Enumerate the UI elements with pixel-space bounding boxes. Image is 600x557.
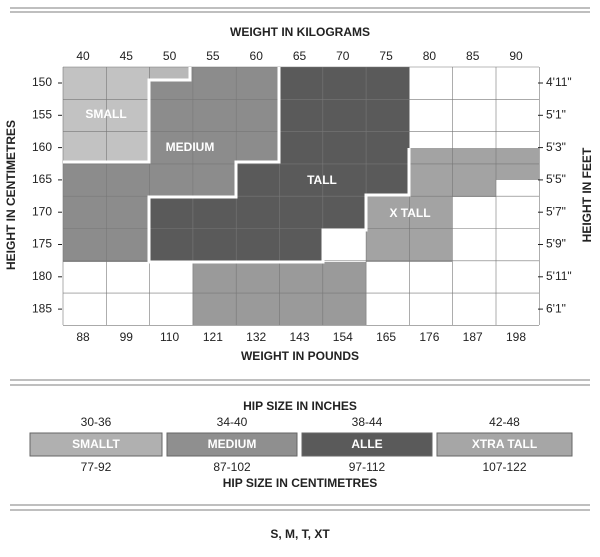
hip-cm: 77-92 bbox=[81, 460, 112, 474]
axis-title: WEIGHT IN POUNDS bbox=[241, 349, 359, 363]
axis-title: HEIGHT IN CENTIMETRES bbox=[4, 120, 18, 270]
kg-label: 80 bbox=[423, 49, 437, 63]
hip-cm: 87-102 bbox=[213, 460, 251, 474]
kg-label: 55 bbox=[206, 49, 220, 63]
hip-bar bbox=[166, 432, 298, 457]
cm-label: 180 bbox=[32, 269, 52, 283]
hip-inches: 34-40 bbox=[217, 415, 248, 429]
region-outline bbox=[63, 67, 411, 264]
cm-label: 160 bbox=[32, 140, 52, 154]
feet-label: 5'3" bbox=[546, 140, 566, 154]
region-label: X TALL bbox=[389, 206, 430, 220]
hip-title: HIP SIZE IN INCHES bbox=[243, 399, 357, 413]
kg-label: 65 bbox=[293, 49, 307, 63]
feet-label: 5'5" bbox=[546, 172, 566, 186]
lb-label: 154 bbox=[333, 330, 353, 344]
region-label: SMALL bbox=[85, 107, 126, 121]
cm-label: 185 bbox=[32, 301, 52, 315]
feet-label: 4'11" bbox=[546, 75, 572, 89]
lb-label: 99 bbox=[120, 330, 134, 344]
kg-label: 75 bbox=[379, 49, 393, 63]
feet-label: 6'1" bbox=[546, 301, 566, 315]
hip-size: MEDIUM bbox=[208, 437, 257, 451]
feet-label: 5'9" bbox=[546, 237, 566, 251]
hip-inches: 42-48 bbox=[489, 415, 520, 429]
kg-label: 85 bbox=[466, 49, 480, 63]
lb-label: 187 bbox=[463, 330, 483, 344]
lb-label: 176 bbox=[419, 330, 439, 344]
lb-label: 121 bbox=[203, 330, 223, 344]
lb-label: 143 bbox=[289, 330, 309, 344]
hip-inches: 38-44 bbox=[352, 415, 383, 429]
hip-bar bbox=[29, 432, 163, 457]
footer: S, M, T, XT bbox=[270, 527, 330, 541]
labels: 40 45 50 55 60 65 70 75 80 85 90 88 99 110 121 132 143 15… bbox=[29, 49, 573, 474]
region-label: TALL bbox=[307, 173, 337, 187]
lb-label: 165 bbox=[376, 330, 396, 344]
lb-label: 110 bbox=[160, 330, 179, 344]
kg-label: 50 bbox=[163, 49, 177, 63]
feet-label: 5'1" bbox=[546, 107, 566, 121]
lb-label: 132 bbox=[246, 330, 266, 344]
cm-label: 150 bbox=[32, 75, 52, 89]
hip-cm: 97-112 bbox=[349, 460, 386, 474]
axis-title: HEIGHT IN FEET bbox=[580, 147, 594, 242]
cm-label: 165 bbox=[32, 172, 52, 186]
hip-size: SMALLT bbox=[72, 437, 120, 451]
kg-label: 90 bbox=[509, 49, 523, 63]
rule bbox=[10, 7, 590, 511]
hip-title: HIP SIZE IN CENTIMETRES bbox=[223, 476, 377, 490]
lb-label: 198 bbox=[506, 330, 526, 344]
feet-label: 5'11" bbox=[546, 269, 572, 283]
cm-label: 155 bbox=[32, 107, 52, 121]
axis-title: WEIGHT IN KILOGRAMS bbox=[230, 25, 370, 39]
kg-label: 40 bbox=[76, 49, 90, 63]
hip-bar bbox=[301, 432, 433, 457]
grid bbox=[62, 66, 540, 326]
cm-label: 175 bbox=[32, 237, 52, 251]
hip-size: XTRA TALL bbox=[472, 437, 537, 451]
feet-label: 5'7" bbox=[546, 204, 566, 218]
kg-label: 70 bbox=[336, 49, 350, 63]
hip-cm: 107-122 bbox=[482, 460, 526, 474]
kg-label: 45 bbox=[120, 49, 134, 63]
hip-bar bbox=[436, 432, 573, 457]
hip-inches: 30-36 bbox=[81, 415, 112, 429]
cm-label: 170 bbox=[32, 204, 52, 218]
kg-label: 60 bbox=[250, 49, 264, 63]
hip-size: ALLE bbox=[351, 437, 382, 451]
region-label: MEDIUM bbox=[166, 140, 215, 154]
lb-label: 88 bbox=[76, 330, 90, 344]
